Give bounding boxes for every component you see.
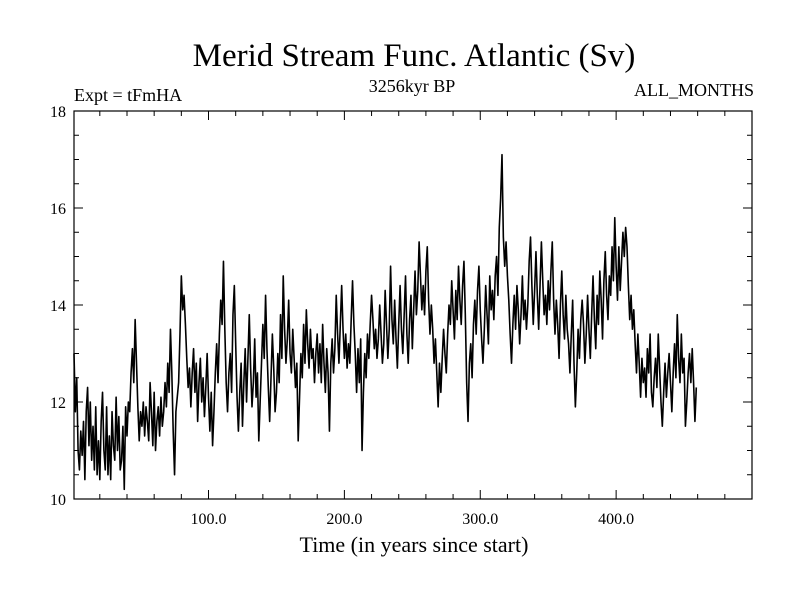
x-tick-label: 200.0 <box>326 511 362 528</box>
experiment-label: Expt = tFmHA <box>74 85 182 105</box>
x-tick-label: 100.0 <box>191 511 227 528</box>
y-tick-label: 10 <box>50 492 66 509</box>
y-tick-label: 14 <box>50 298 66 315</box>
x-tick-label: 300.0 <box>462 511 498 528</box>
chart-title: Merid Stream Func. Atlantic (Sv) <box>193 38 636 74</box>
data-series-line <box>73 153 698 491</box>
y-tick-label: 12 <box>50 395 66 412</box>
x-tick-label: 400.0 <box>598 511 634 528</box>
tick-labels: 10 12 14 16 18 100.0 200.0 300.0 400.0 <box>50 104 634 528</box>
axis-ticks <box>74 110 752 500</box>
x-axis-label: Time (in years since start) <box>300 532 529 557</box>
period-label: 3256kyr BP <box>369 76 456 96</box>
y-tick-label: 18 <box>50 104 66 121</box>
y-tick-label: 16 <box>50 201 66 218</box>
months-label: ALL_MONTHS <box>634 80 754 100</box>
